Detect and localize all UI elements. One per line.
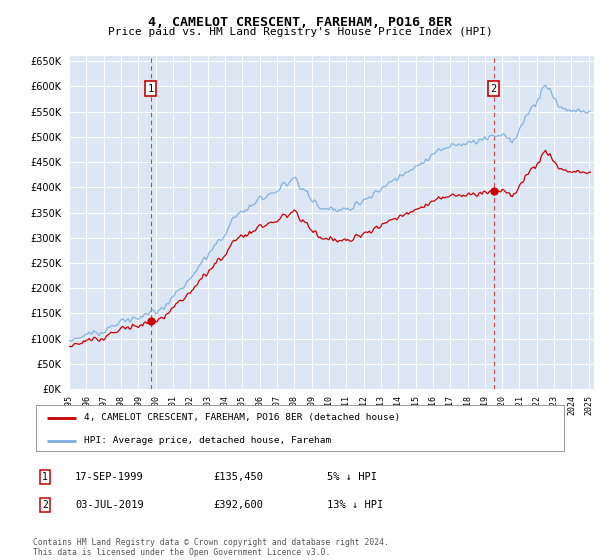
Text: 5% ↓ HPI: 5% ↓ HPI: [327, 472, 377, 482]
Text: 13% ↓ HPI: 13% ↓ HPI: [327, 500, 383, 510]
Text: £135,450: £135,450: [213, 472, 263, 482]
Text: Contains HM Land Registry data © Crown copyright and database right 2024.
This d: Contains HM Land Registry data © Crown c…: [33, 538, 389, 557]
Text: 2: 2: [42, 500, 48, 510]
Text: 1: 1: [148, 84, 154, 94]
Text: 2: 2: [490, 84, 497, 94]
Text: 03-JUL-2019: 03-JUL-2019: [75, 500, 144, 510]
Text: 17-SEP-1999: 17-SEP-1999: [75, 472, 144, 482]
Text: £392,600: £392,600: [213, 500, 263, 510]
Text: 4, CAMELOT CRESCENT, FAREHAM, PO16 8ER: 4, CAMELOT CRESCENT, FAREHAM, PO16 8ER: [148, 16, 452, 29]
Text: Price paid vs. HM Land Registry's House Price Index (HPI): Price paid vs. HM Land Registry's House …: [107, 27, 493, 37]
Text: 4, CAMELOT CRESCENT, FAREHAM, PO16 8ER (detached house): 4, CAMELOT CRESCENT, FAREHAM, PO16 8ER (…: [83, 413, 400, 422]
Text: 1: 1: [42, 472, 48, 482]
Text: HPI: Average price, detached house, Fareham: HPI: Average price, detached house, Fare…: [83, 436, 331, 445]
